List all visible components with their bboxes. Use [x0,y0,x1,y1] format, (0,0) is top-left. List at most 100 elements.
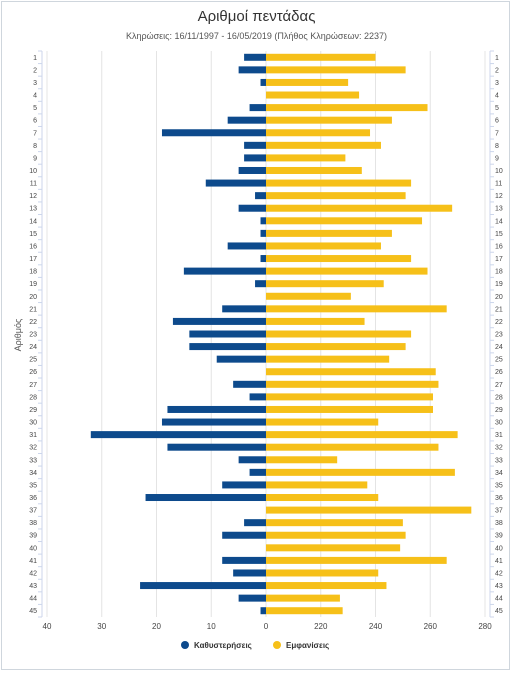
category-label-right: 29 [495,407,503,414]
category-label-left: 3 [33,80,37,87]
category-label-right: 7 [495,130,499,137]
legend-marker-appearance [273,641,281,649]
bar-appearance [266,141,381,149]
bar-delay [244,141,266,149]
bar-delay [260,229,266,237]
bar-delay [227,116,266,124]
category-label-left: 43 [29,583,37,590]
x-tick-label: 10 [207,622,216,631]
category-label-right: 40 [495,545,503,552]
bar-delay [244,154,266,162]
bar-delay [244,519,266,527]
x-tick-label: 40 [43,622,52,631]
chart-subtitle: Κληρώσεις: 16/11/1997 - 16/05/2019 (Πλήθ… [125,31,388,41]
category-label-left: 38 [29,520,37,527]
bar-appearance [266,431,458,439]
category-label-left: 37 [29,508,37,515]
bar-delay [227,242,266,250]
category-label-left: 29 [29,407,37,414]
bar-appearance [266,104,428,112]
category-label-right: 17 [495,256,503,263]
category-label-left: 7 [33,130,37,137]
category-label-right: 5 [495,105,499,112]
category-label-right: 11 [495,181,502,188]
bar-delay [238,456,266,464]
category-label-left: 44 [29,596,37,603]
category-label-right: 36 [495,495,503,502]
category-label-left: 25 [29,357,37,364]
bar-delay [249,468,266,476]
category-label-left: 1 [33,55,37,62]
x-tick-label: 220 [314,622,328,631]
bar-appearance [266,531,406,539]
category-label-right: 15 [495,231,503,238]
bar-delay [183,267,266,275]
category-label-right: 37 [495,508,503,515]
bar-delay [255,280,266,288]
category-label-left: 19 [29,281,37,288]
x-tick-label: 260 [424,622,438,631]
bar-appearance [266,154,346,162]
bar-appearance [266,330,412,338]
category-label-right: 21 [495,306,503,313]
category-label-right: 28 [495,394,503,401]
category-label-left: 22 [29,319,37,326]
category-label-right: 22 [495,319,503,326]
bar-delay [249,393,266,401]
bar-appearance [266,204,453,212]
bar-appearance [266,91,360,99]
category-label-right: 16 [495,243,503,250]
bar-appearance [266,519,403,527]
bar-appearance [266,380,439,388]
category-label-left: 2 [33,67,37,74]
bar-appearance [266,393,433,401]
bar-appearance [266,292,351,300]
category-label-right: 2 [495,67,499,74]
bar-appearance [266,242,381,250]
x-tick-label: 280 [478,622,492,631]
category-label-left: 9 [33,155,37,162]
category-label-left: 11 [30,181,37,188]
category-label-right: 20 [495,294,503,301]
category-label-left: 12 [29,193,37,200]
chart-title: Αριθμοί πεντάδας [197,8,316,25]
bar-appearance [266,569,379,577]
bar-appearance [266,368,436,376]
category-label-left: 33 [29,457,37,464]
bar-delay [233,569,266,577]
category-label-left: 16 [29,243,37,250]
category-label-right: 9 [495,155,499,162]
category-label-left: 39 [29,533,37,540]
x-tick-label: 20 [152,622,161,631]
category-label-left: 18 [29,269,37,276]
bar-delay [145,494,266,502]
bar-appearance [266,443,439,451]
bar-appearance [266,607,343,615]
category-label-right: 12 [495,193,503,200]
bar-appearance [266,456,338,464]
bar-delay [205,179,266,187]
category-label-right: 23 [495,332,503,339]
bar-appearance [266,355,390,363]
category-label-right: 1 [495,55,499,62]
category-label-right: 19 [495,281,503,288]
legend-label-delay: Καθυστερήσεις [194,641,252,650]
bar-appearance [266,255,412,263]
category-label-left: 32 [29,445,37,452]
category-label-left: 24 [29,344,37,351]
bar-delay [222,556,266,564]
bar-appearance [266,481,368,489]
category-label-left: 14 [29,218,37,225]
bar-delay [244,53,266,61]
bar-appearance [266,305,447,313]
category-label-right: 25 [495,357,503,364]
category-label-right: 38 [495,520,503,527]
bar-appearance [266,343,406,351]
bar-delay [140,582,266,590]
category-label-left: 28 [29,394,37,401]
bar-delay [161,129,266,137]
bar-delay [222,305,266,313]
bar-delay [167,405,266,413]
bar-delay [260,217,266,225]
